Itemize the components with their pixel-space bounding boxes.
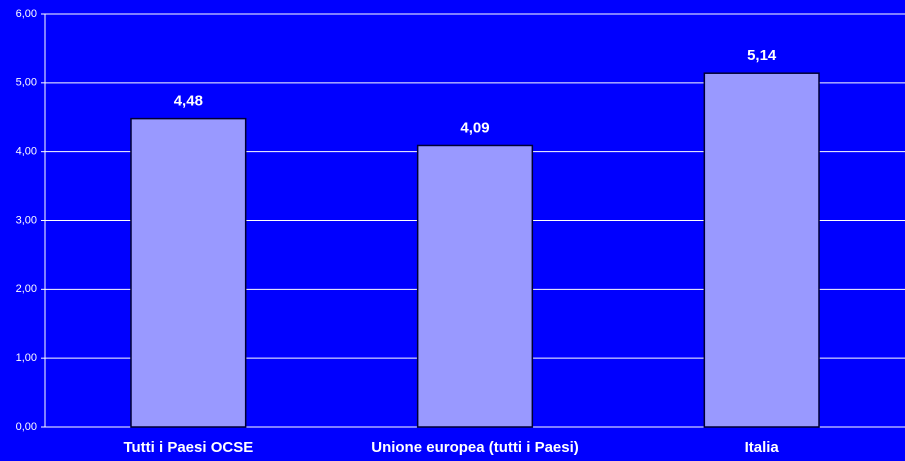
x-tick-label: Italia [745,439,780,456]
value-label: 5,14 [747,47,777,64]
bar [130,117,247,428]
y-tick-label: 1,00 [16,352,37,364]
y-tick-label: 4,00 [16,146,37,158]
x-tick-label: Tutti i Paesi OCSE [123,439,253,456]
bar [416,144,534,428]
y-tick-label: 0,00 [16,421,37,433]
x-tick-label: Unione europea (tutti i Paesi) [371,439,579,456]
value-label: 4,48 [174,93,203,110]
bar [703,72,820,428]
y-tick-label: 3,00 [16,214,37,226]
y-tick-label: 6,00 [16,8,37,20]
y-tick-label: 2,00 [16,283,37,295]
value-label: 4,09 [460,119,489,136]
y-tick-label: 5,00 [16,77,37,89]
